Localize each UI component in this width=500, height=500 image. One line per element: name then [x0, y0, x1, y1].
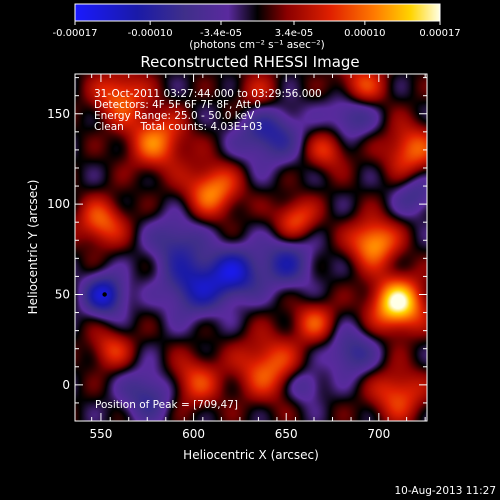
colorbar-tick-label: 0.00017	[419, 28, 460, 39]
colorbar-ticks: -0.00017 -0.00010 -3.4e-05 3.4e-05 0.00010 0.…	[53, 21, 461, 39]
peak-position-text: Position of Peak = [709,47]	[95, 399, 238, 411]
axis-ticks: 550 600 650 700 0 50 100 150	[47, 74, 427, 441]
plot-area: 550 600 650 700 0 50 100 150	[47, 73, 428, 441]
clean-counts-text: Clean Total counts: 4.03E+03	[94, 121, 263, 133]
observation-info: 31-Oct-2011 03:27:44.000 to 03:29:56.000…	[94, 88, 322, 411]
x-tick-label: 600	[182, 427, 205, 441]
y-tick-label: 100	[47, 197, 70, 211]
plot-frame	[74, 73, 428, 422]
colorbar-tick-label: 3.4e-05	[275, 28, 313, 39]
x-tick-label: 700	[367, 427, 390, 441]
y-tick-label: 0	[62, 378, 70, 392]
x-tick-label: 650	[275, 427, 298, 441]
colorbar-tick-label: -3.4e-05	[200, 28, 242, 39]
colorbar-tick-label: -0.00017	[53, 28, 98, 39]
minimum-dot	[102, 292, 107, 297]
y-axis-label: Heliocentric Y (arcsec)	[26, 180, 40, 315]
chart-title: Reconstructed RHESSI Image	[140, 53, 359, 71]
y-tick-label: 150	[47, 107, 70, 121]
y-tick-label: 50	[55, 287, 70, 301]
x-tick-label: 550	[89, 427, 112, 441]
heatmap-image	[75, 74, 427, 421]
colorbar-gradient	[74, 3, 441, 22]
colorbar: -0.00017 -0.00010 -3.4e-05 3.4e-05 0.00010 0.…	[53, 3, 461, 51]
time-range-text: 31-Oct-2011 03:27:44.000 to 03:29:56.000	[94, 88, 322, 100]
colorbar-units-label: (photons cm⁻² s⁻¹ asec⁻²)	[189, 39, 324, 51]
colorbar-tick-label: -0.00010	[128, 28, 173, 39]
timestamp-text: 10-Aug-2013 11:27	[394, 485, 496, 497]
energy-range-text: Energy Range: 25.0 - 50.0 keV	[94, 110, 255, 122]
colorbar-tick-label: 0.00010	[344, 28, 385, 39]
x-axis-label: Heliocentric X (arcsec)	[183, 448, 319, 462]
detectors-text: Detectors: 4F 5F 6F 7F 8F, Att 0	[94, 99, 261, 111]
minimum-marker	[102, 292, 107, 297]
